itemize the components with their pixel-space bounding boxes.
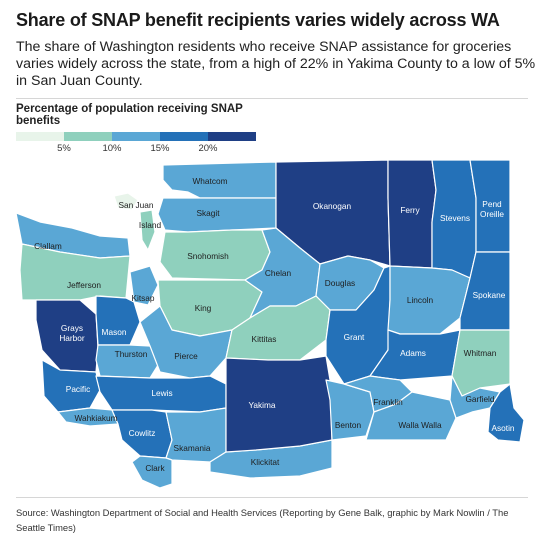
legend-swatch-0	[16, 132, 64, 141]
county-pacific	[41, 359, 101, 413]
legend-swatch-2	[112, 132, 160, 141]
label-wahkiakum: Wahkiakum	[74, 413, 117, 423]
label-yakima: Yakima	[248, 400, 275, 410]
county-labels: Whatcom San Juan Island Skagit Clallam S…	[34, 176, 515, 473]
legend-tick-10: 10%	[102, 143, 122, 154]
label-snohomish: Snohomish	[187, 251, 229, 261]
county-shapes	[15, 159, 525, 489]
county-whitman	[451, 329, 511, 397]
county-san-juan	[113, 192, 139, 211]
label-pierce: Pierce	[174, 351, 198, 361]
label-whatcom: Whatcom	[192, 176, 227, 186]
label-san-juan: San Juan	[118, 200, 153, 210]
legend-tick-20: 20%	[198, 143, 218, 154]
county-lincoln	[387, 265, 471, 335]
label-mason: Mason	[102, 327, 127, 337]
legend-tick-5: 5%	[57, 143, 71, 154]
legend-swatch-4	[208, 132, 256, 141]
legend-tick-15: 15%	[150, 143, 170, 154]
label-douglas: Douglas	[325, 278, 355, 288]
label-benton: Benton	[335, 420, 362, 430]
county-yakima	[225, 355, 333, 453]
county-asotin	[487, 383, 525, 443]
legend-swatch-1	[64, 132, 112, 141]
county-skamania	[165, 407, 227, 463]
label-clallam: Clallam	[34, 241, 62, 251]
label-kittitas: Kittitas	[252, 334, 277, 344]
bottom-divider	[16, 497, 528, 498]
label-okanogan: Okanogan	[313, 201, 352, 211]
label-adams: Adams	[400, 348, 426, 358]
label-grant: Grant	[344, 332, 365, 342]
label-thurston: Thurston	[115, 349, 148, 359]
label-stevens: Stevens	[440, 213, 470, 223]
legend-swatch-3	[160, 132, 208, 141]
chart-subtitle: The share of Washington residents who re…	[16, 39, 536, 89]
county-kitsap	[129, 265, 159, 306]
label-klickitat: Klickitat	[251, 457, 280, 467]
label-pend-oreille-2: Oreille	[480, 209, 504, 219]
label-jefferson: Jefferson	[67, 280, 101, 290]
label-ferry: Ferry	[400, 205, 420, 215]
label-lewis: Lewis	[151, 388, 172, 398]
label-walla-walla: Walla Walla	[398, 420, 442, 430]
label-asotin: Asotin	[491, 423, 514, 433]
label-grays-harbor-1: Grays	[61, 323, 83, 333]
label-kitsap: Kitsap	[131, 293, 154, 303]
washington-county-map: Whatcom San Juan Island Skagit Clallam S…	[15, 159, 525, 489]
label-pacific: Pacific	[66, 384, 90, 394]
label-whitman: Whitman	[464, 348, 497, 358]
top-divider	[16, 98, 528, 99]
label-king: King	[195, 303, 212, 313]
county-clark	[131, 455, 173, 489]
label-pend-oreille-1: Pend	[482, 199, 502, 209]
legend-color-bar	[16, 132, 256, 141]
chart-title: Share of SNAP benefit recipients varies …	[16, 10, 500, 30]
county-mason	[95, 295, 141, 346]
label-skamania: Skamania	[174, 443, 211, 453]
source-note: Source: Washington Department of Social …	[16, 507, 509, 533]
label-chelan: Chelan	[265, 268, 292, 278]
county-island	[139, 209, 156, 251]
label-grays-harbor-2: Harbor	[59, 333, 85, 343]
label-spokane: Spokane	[473, 290, 506, 300]
label-skagit: Skagit	[196, 208, 220, 218]
label-island: Island	[139, 220, 162, 230]
label-clark: Clark	[145, 463, 165, 473]
county-thurston	[95, 344, 161, 379]
label-franklin: Franklin	[373, 397, 403, 407]
label-cowlitz: Cowlitz	[129, 428, 156, 438]
label-lincoln: Lincoln	[407, 295, 434, 305]
label-garfield: Garfield	[465, 394, 494, 404]
legend-title: Percentage of population receiving SNAP …	[16, 103, 243, 127]
